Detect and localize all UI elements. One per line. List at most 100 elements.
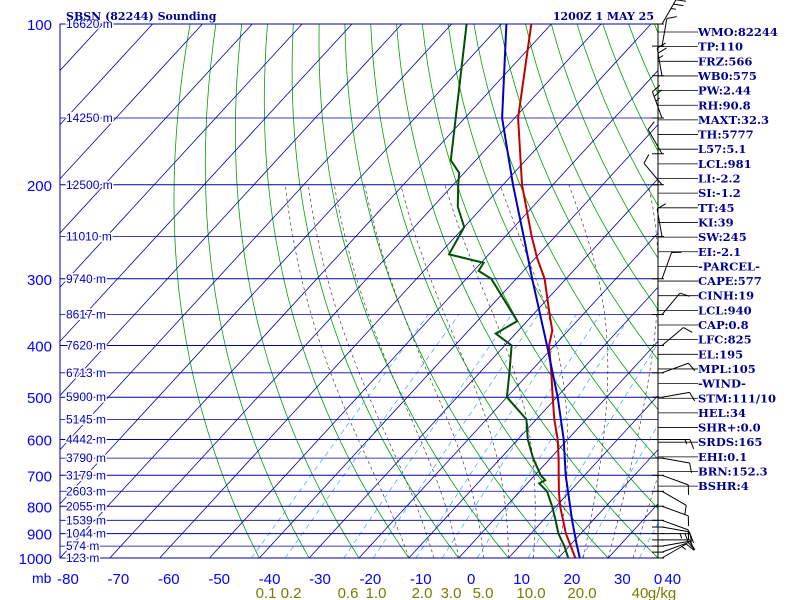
index-value: TH:5777: [698, 128, 754, 142]
height-label-halo: 7620 m: [66, 339, 106, 353]
index-value: PW:2.44: [698, 84, 751, 98]
series-temperature: [517, 24, 577, 558]
temperature-tick: 30: [614, 571, 631, 588]
pressure-tick: 100: [27, 17, 52, 34]
mixing-ratio-line: [251, 314, 429, 558]
wind-barb: [661, 526, 690, 533]
height-label-halo: 3790 m: [66, 451, 106, 465]
isotherm: [358, 232, 658, 558]
isotherm: [60, 24, 153, 126]
height-label-halo: 8617 m: [66, 308, 106, 322]
mixing-ratio-line: [343, 314, 512, 558]
isotherm: [60, 24, 552, 558]
height-label-halo: 6713 m: [66, 366, 106, 380]
wind-barb-flag: [687, 362, 696, 372]
isotherm: [508, 394, 658, 558]
wind-barb-half: [670, 7, 676, 10]
height-label-halo: 11010 m: [66, 229, 112, 243]
wind-barb: [661, 542, 689, 553]
wind-barb: [661, 327, 684, 346]
temperature-tick: -80: [57, 571, 79, 588]
wind-barb-flag: [689, 392, 696, 402]
index-value: FRZ:566: [698, 54, 752, 68]
pressure-tick: 900: [27, 527, 52, 544]
height-label-halo: 9740 m: [66, 272, 106, 286]
mixing-ratio-line: [285, 314, 460, 558]
temperature-tick: 0: [654, 571, 662, 588]
isotherm: [209, 69, 658, 558]
temperature-tick: -10: [410, 571, 432, 588]
mixing-ratio-label: 0.1: [256, 585, 277, 600]
height-label: 5900 m: [66, 390, 106, 404]
height-label: 123 m: [66, 551, 99, 565]
isotherm: [60, 24, 303, 288]
height-label-halo: 14250 m: [66, 111, 113, 125]
index-value: SI:-1.2: [698, 186, 741, 200]
wind-barb-flag: [657, 47, 667, 54]
height-label: 2055 m: [66, 499, 106, 513]
series-dewpoint: [447, 24, 570, 558]
wind-barb-flag: [689, 539, 695, 550]
dry-adiabat: [344, 24, 559, 558]
wind-barb: [661, 519, 689, 531]
height-label-halo: 2055 m: [66, 499, 106, 513]
height-label-halo: 5900 m: [66, 390, 106, 404]
observation-time: 1200Z 1 MAY 25: [553, 10, 654, 23]
pressure-tick: 200: [27, 178, 52, 195]
wind-barb-flag: [656, 42, 666, 49]
index-value: BRN:152.3: [698, 465, 768, 479]
moist-adiabat: [400, 184, 509, 558]
isotherm: [60, 24, 452, 451]
dry-adiabat: [499, 24, 658, 361]
pressure-tick: 700: [27, 468, 52, 485]
temperature-tick: -30: [309, 571, 331, 588]
dry-adiabat: [550, 24, 658, 259]
dry-adiabat: [204, 24, 310, 558]
height-label: 2603 m: [66, 484, 106, 498]
wind-barb-flag: [684, 505, 687, 516]
dry-adiabat: [370, 24, 609, 558]
wind-barb-flag: [684, 533, 690, 544]
height-label: 11010 m: [66, 229, 112, 243]
index-value: RH:90.8: [698, 98, 751, 112]
temperature-tick: -50: [208, 571, 230, 588]
mixing-ratio-label: 40: [632, 585, 649, 600]
index-value: MAXT:32.3: [698, 113, 769, 127]
index-value: EI:-2.1: [698, 245, 741, 259]
index-value: SHR+:0.0: [698, 421, 761, 435]
mixing-ratio-label: 3.0: [441, 585, 462, 600]
height-label-halo: 16620 m: [66, 17, 113, 31]
moist-adiabat: [444, 184, 536, 558]
wind-barb: [647, 129, 663, 155]
wind-barb-half: [681, 546, 687, 551]
temperature-tick: 40: [664, 571, 681, 588]
height-label: 6713 m: [66, 366, 106, 380]
wind-barb-flag: [652, 84, 661, 93]
dry-adiabat: [173, 24, 260, 558]
grid-lines: [60, 24, 658, 558]
index-value: CAPE:577: [698, 274, 762, 288]
series-parcel: [501, 24, 581, 558]
index-value: KI:39: [698, 215, 734, 229]
wind-barb: [661, 457, 690, 464]
wind-barb: [661, 490, 687, 506]
index-value: EL:195: [698, 347, 743, 361]
mixing-ratio-label: 10.0: [516, 585, 545, 600]
moist-adiabat: [333, 184, 460, 558]
pressure-tick: 800: [27, 499, 52, 516]
wind-barb-half: [658, 55, 664, 59]
pressure-tick: 1000: [19, 551, 52, 568]
wind-barb: [643, 162, 663, 186]
moist-adiabat: [307, 184, 435, 558]
wind-barb: [661, 505, 689, 517]
mixing-ratio-label: 1.0: [366, 585, 387, 600]
station-title: SBSN (82244) Sounding: [66, 10, 217, 23]
mixing-ratio-line: [442, 314, 601, 558]
wind-barb: [661, 362, 689, 374]
pressure-tick: 500: [27, 390, 52, 407]
height-label-halo: 5145 m: [66, 412, 106, 426]
temperature-tick: 20: [564, 571, 581, 588]
mixing-ratio-label: 20.0: [567, 585, 596, 600]
dry-adiabat: [234, 24, 360, 558]
